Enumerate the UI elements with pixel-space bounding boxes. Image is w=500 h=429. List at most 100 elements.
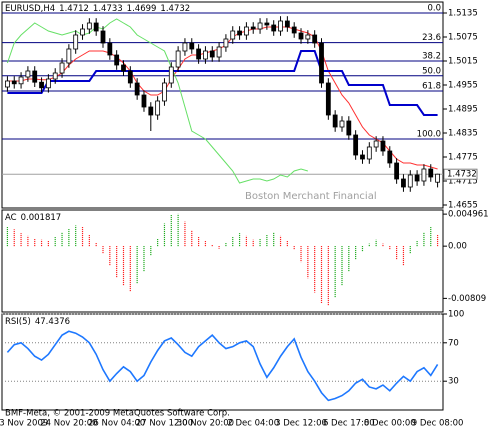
candle-body [264,22,270,26]
candle-body [141,94,147,108]
candle-body [407,174,413,188]
ac-current: 0.001817 [21,213,62,223]
y-tick-label: 1.4955 [448,81,478,91]
rsi-line [6,330,439,402]
x-tick-label: 9 Dec 08:00 [412,419,464,429]
candle-body [148,106,154,116]
candle-body [168,66,174,84]
fib-label: 50.0 [422,66,441,76]
candle-body [11,80,17,85]
fib-label: 61.8 [422,82,441,92]
x-tick-label: 2 Dec 04:00 [227,419,279,429]
fib-label: 100.0 [417,130,441,140]
x-tick-label: 24 Nov 20:00 [40,419,97,429]
ac-header: AC 0.001817 [5,213,61,223]
candle-body [127,70,133,84]
x-tick-label: 27 Nov 12:00 [136,419,193,429]
x-tick-label: 23 Nov 2009 [0,419,48,429]
indicator-line [6,18,308,184]
candle-body [332,114,338,128]
candle-body [387,150,393,164]
candle-body [394,162,400,180]
candle-body [339,120,345,128]
candle-body [196,48,202,60]
candle-body [284,20,290,28]
watermark: Boston Merchant Financial [245,191,377,202]
candle-body [230,30,236,40]
x-tick-label: 26 Nov 04:00 [88,419,145,429]
candle-body [162,82,167,102]
candle-body [18,76,24,85]
candle-body [209,50,215,58]
candle-body [223,38,229,48]
candle-body [380,140,386,152]
symbol: EURUSD,H4 [5,4,55,14]
y-tick-label: 1.5015 [448,57,478,67]
y-tick-label: -0.00809 [448,294,486,304]
candle-body [59,62,65,74]
high-value: 1.4733 [93,4,123,14]
candle-body [428,168,434,178]
y-tick-label: 1.5135 [448,9,478,19]
x-tick-label: 6 Dec 17:00 [323,419,375,429]
y-tick-label: 1.4775 [448,153,478,163]
candle-body [257,22,263,30]
candle-body [366,146,372,160]
indicator-line [7,26,438,170]
candle-body [360,154,365,160]
plot-layer: 1.5135 1.5075 1.5015 1.4955 1.4895 1.4835 1.47… [0,4,489,429]
y-tick-label: 1.4835 [448,129,478,139]
price-box [443,168,478,180]
candle-body [155,100,161,116]
candle-body [353,134,359,156]
y-tick-label: 1.4895 [448,105,478,115]
candle-body [45,78,51,89]
copyright: BMF-Meta, © 2001-2009 MetaQuotes Softwar… [5,409,230,419]
y-tick-label: 0.004961 [448,210,489,220]
candle-body [291,26,297,34]
candle-body [312,34,318,44]
chart-header: EURUSD,H4 1.4712 1.4733 1.4699 1.4732 [5,4,190,14]
candle-body [32,70,38,83]
candle-body [189,42,195,50]
fib-label: 0.0 [427,4,441,14]
x-tick-label: 8 Dec 00:00 [364,419,416,429]
y-tick-label: 1.4655 [448,201,478,211]
rsi-name: RSI(5) [5,317,31,327]
candle-body [401,178,406,188]
candle-body [325,82,331,116]
candle-body [114,54,120,66]
candle-body [80,28,85,36]
close-value: 1.4732 [160,4,190,14]
candle-body [25,70,31,78]
candle-body [298,32,304,40]
main-panel [1,1,444,209]
y-tick-label: 30 [448,377,459,387]
candle-body [278,20,283,32]
candle-body [271,24,277,32]
current-price-label: 1.4732 [447,170,477,180]
candle-body [39,81,44,89]
candle-body [134,82,140,96]
candle-body [305,34,311,40]
candle-body [346,120,352,136]
candle-body [203,50,208,60]
rsi-panel [1,313,444,411]
candle-body [182,42,188,52]
ac-panel [1,209,444,313]
rsi-current: 47.4376 [35,317,70,327]
candle-body [52,72,58,80]
fib-label: 38.2 [422,52,441,62]
candle-body [107,42,113,56]
ac-name: AC [5,213,17,223]
candle-body [73,34,79,50]
candle-body [319,42,324,84]
y-tick-label: 1.5075 [448,33,478,43]
candle-body [86,22,92,30]
low-value: 1.4699 [127,4,157,14]
candle-body [100,30,106,44]
x-tick-label: 3 Dec 12:00 [275,419,327,429]
candle-body [175,50,181,68]
